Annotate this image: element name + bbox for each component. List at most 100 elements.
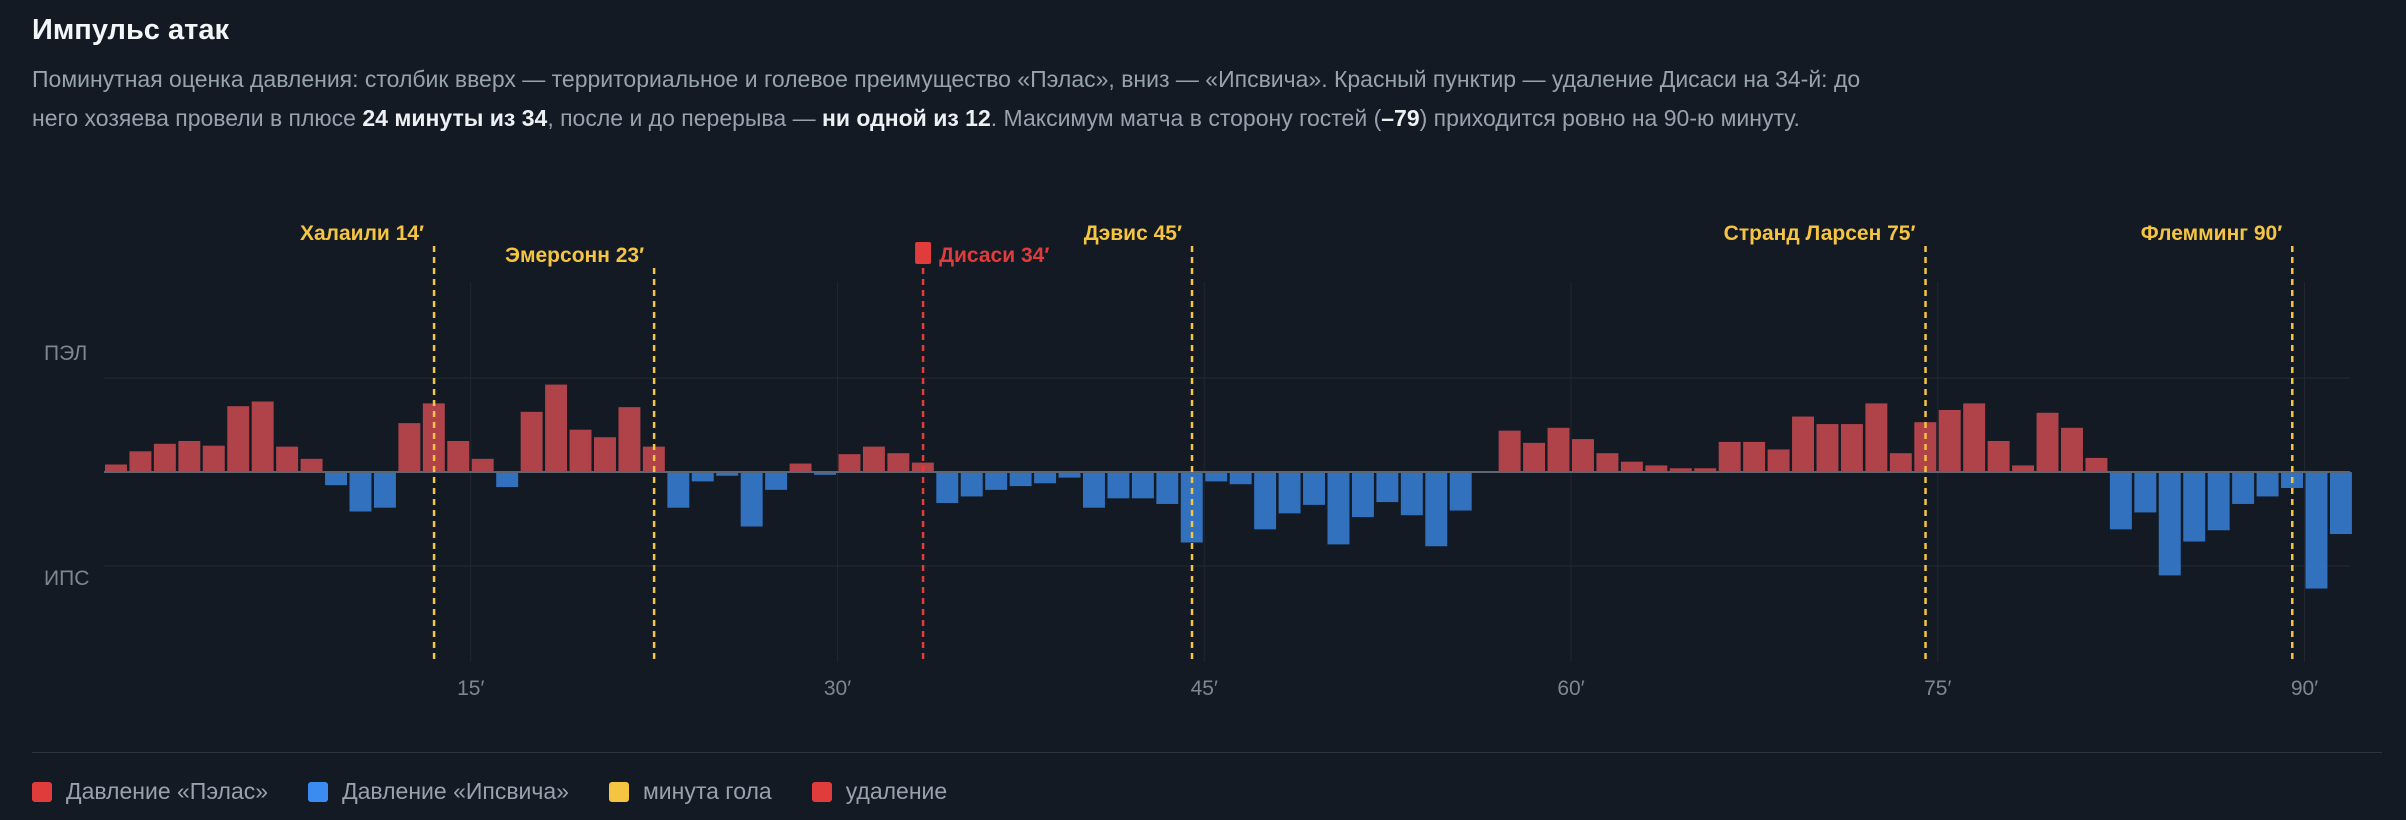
bar-minute-13 <box>398 423 421 472</box>
bar-minute-88 <box>2232 472 2255 504</box>
legend-item-red-card: удаление <box>811 778 947 805</box>
legend-label-palace: Давление «Пэлас» <box>66 778 269 804</box>
bar-minute-12 <box>373 472 396 508</box>
bar-minute-69 <box>1767 449 1790 472</box>
bar-minute-32 <box>862 446 885 472</box>
bar-minute-68 <box>1743 441 1766 472</box>
bar-minute-31 <box>838 454 861 472</box>
bar-minute-63 <box>1620 461 1643 472</box>
bar-minute-43 <box>1131 472 1154 499</box>
x-tick-label: 15′ <box>457 677 484 700</box>
bar-minute-65 <box>1669 468 1692 472</box>
x-tick-label: 90′ <box>2291 677 2318 700</box>
bar-minute-38 <box>1009 472 1032 487</box>
bar-minute-39 <box>1034 472 1057 484</box>
bar-minute-71 <box>1816 424 1839 472</box>
bar-minute-74 <box>1889 453 1912 472</box>
bar-minute-28 <box>765 472 788 490</box>
bar-minute-60 <box>1547 427 1570 472</box>
bar-minute-91 <box>2305 472 2328 589</box>
bar-minute-72 <box>1840 424 1863 472</box>
bar-minute-55 <box>1425 472 1448 547</box>
bar-minute-58 <box>1498 430 1521 472</box>
bar-minute-20 <box>569 429 592 472</box>
desc-highlight-before-red: 24 минуты из 34 <box>362 105 548 131</box>
bar-minute-89 <box>2256 472 2279 497</box>
bar-minute-78 <box>1987 440 2010 472</box>
chart-title: Импульс атак <box>32 14 229 46</box>
bar-minute-80 <box>2036 412 2059 472</box>
bar-minute-21 <box>594 437 616 472</box>
bar-minute-54 <box>1400 472 1423 516</box>
bar-minute-26 <box>716 472 739 476</box>
x-tick-label: 75′ <box>1924 677 1951 700</box>
bar-minute-30 <box>814 472 836 475</box>
bar-minute-87 <box>2207 472 2230 531</box>
momentum-chart: ПЭЛ ИПС 15′ 30′ 45′ 60′ 75′ 90′ Халаили 14′ Эмерс… <box>44 222 2352 700</box>
bar-minute-36 <box>960 472 983 497</box>
bar-minute-27 <box>740 472 763 527</box>
legend-swatch-ipswich <box>308 781 329 802</box>
bar-minute-22 <box>618 407 641 472</box>
bar-minute-1 <box>105 464 127 472</box>
bar-minute-40 <box>1058 472 1081 478</box>
bar-minute-61 <box>1572 439 1594 472</box>
legend-swatch-palace <box>32 781 52 802</box>
legend: Давление «Пэлас» Давление «Ипсвича» мину… <box>32 778 947 805</box>
event-label-red-card: Дисаси 34′ <box>939 244 1049 267</box>
x-tick-label: 30′ <box>824 677 851 700</box>
y-label-top: ПЭЛ <box>44 342 87 365</box>
desc-part-4: ) приходится ровно на 90-ю минуту. <box>1419 105 1800 131</box>
desc-highlight-max: –79 <box>1381 105 1420 131</box>
bar-minute-6 <box>227 406 250 472</box>
bar-minute-16 <box>471 458 494 472</box>
bar-minute-86 <box>2183 472 2206 542</box>
bar-minute-8 <box>276 446 299 472</box>
bar-minute-4 <box>178 440 201 472</box>
bar-minute-42 <box>1107 472 1130 499</box>
bar-minute-41 <box>1083 472 1105 508</box>
legend-item-ipswich: Давление «Ипсвича» <box>308 778 569 805</box>
bar-minute-59 <box>1523 442 1546 472</box>
bar-minute-7 <box>251 401 274 472</box>
bar-minute-25 <box>691 472 714 482</box>
x-tick-label: 45′ <box>1191 677 1218 700</box>
bar-minute-2 <box>129 451 152 472</box>
red-card-icon <box>915 242 932 264</box>
bar-minute-77 <box>1963 403 1986 472</box>
bar-minute-24 <box>667 472 690 508</box>
bar-minute-81 <box>2061 427 2083 472</box>
bar-minute-18 <box>520 411 543 472</box>
bar-minute-85 <box>2158 472 2181 576</box>
bar-minute-15 <box>447 440 470 472</box>
bar-minute-62 <box>1596 453 1619 472</box>
bar-minute-66 <box>1694 468 1717 472</box>
legend-swatch-red-card <box>811 781 832 802</box>
bar-minute-67 <box>1718 441 1741 472</box>
bar-minute-64 <box>1645 465 1668 472</box>
bar-minute-44 <box>1156 472 1179 504</box>
bar-minute-79 <box>2012 465 2035 472</box>
bar-minute-46 <box>1205 472 1228 482</box>
bar-minute-82 <box>2085 457 2108 472</box>
bar-minute-56 <box>1449 472 1472 511</box>
bar-minute-19 <box>545 384 568 472</box>
bar-minute-48 <box>1254 472 1277 530</box>
chart-description: Поминутная оценка давления: столбик ввер… <box>32 60 1872 138</box>
bar-minute-51 <box>1327 472 1350 545</box>
bar-minute-11 <box>349 472 372 512</box>
bar-minute-17 <box>496 472 519 488</box>
legend-item-palace: Давление «Пэлас» <box>32 778 268 805</box>
legend-swatch-goal <box>608 781 629 802</box>
bar-minute-35 <box>936 472 959 504</box>
bar-minute-76 <box>1938 409 1961 472</box>
x-tick-label: 60′ <box>1557 677 1584 700</box>
bar-minute-45 <box>1180 472 1203 543</box>
bar-minute-33 <box>887 453 910 472</box>
bar-minute-47 <box>1229 472 1252 485</box>
event-label-goal: Халаили 14′ <box>300 222 424 245</box>
bar-minute-73 <box>1865 403 1888 472</box>
bar-minute-70 <box>1792 416 1814 472</box>
bar-minute-84 <box>2134 472 2157 513</box>
desc-part-1: Поминутная оценка давления: столбик ввер… <box>32 66 1861 131</box>
